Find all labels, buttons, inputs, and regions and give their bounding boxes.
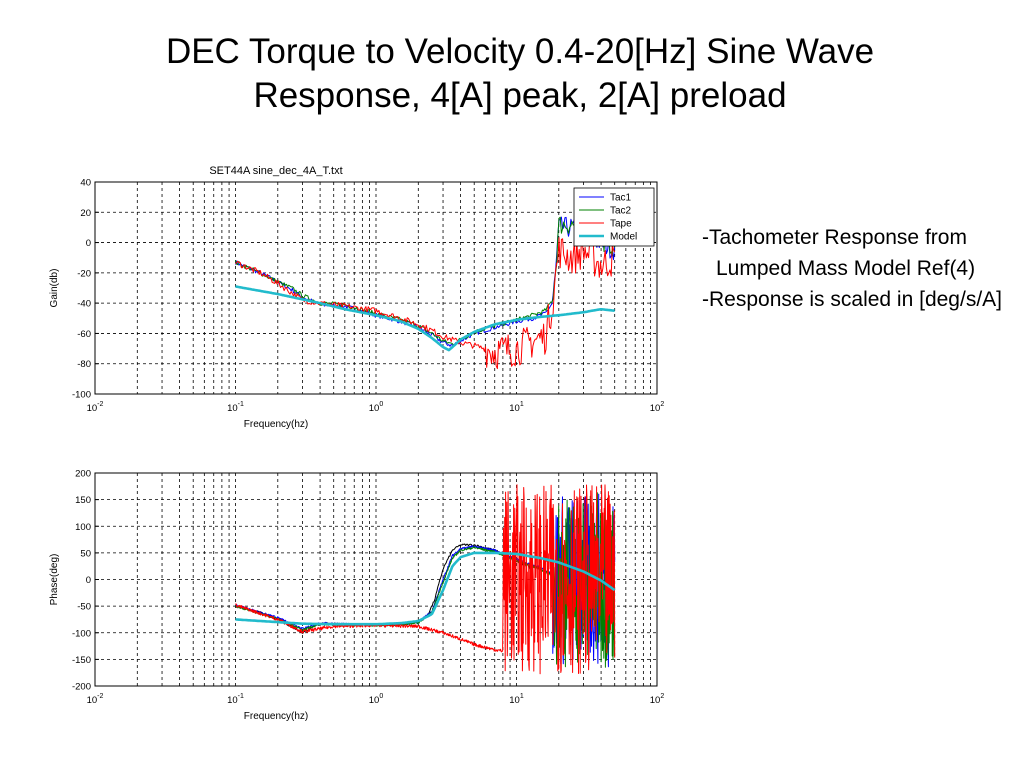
y-tick-label: -60 xyxy=(77,329,91,340)
y-tick-label: 150 xyxy=(75,495,91,506)
y-tick-label: 0 xyxy=(86,575,91,586)
y-tick-label: -100 xyxy=(72,390,91,401)
y-tick-label: -20 xyxy=(77,268,91,279)
x-tick-label: 101 xyxy=(509,693,524,706)
x-tick-label: 100 xyxy=(369,401,384,414)
series-line-tape xyxy=(235,236,616,370)
note-1: -Tachometer Response from Lumped Mass Mo… xyxy=(702,226,976,280)
y-axis-label: Phase(deg) xyxy=(49,554,60,606)
chart-title: SET44A sine_dec_4A_T.txt xyxy=(209,165,342,177)
series-group xyxy=(235,216,616,370)
series-line-model xyxy=(235,285,615,352)
series-line-model xyxy=(235,551,616,626)
series-line-tape xyxy=(235,484,616,675)
legend: Tac1 Tac2 Tape Model xyxy=(573,187,655,247)
x-tick-label: 102 xyxy=(650,401,665,414)
series-group xyxy=(235,484,616,675)
y-tick-label: -40 xyxy=(77,299,91,310)
notes-panel: -Tachometer Response from Lumped Mass Mo… xyxy=(702,222,1012,315)
y-tick-label: -50 xyxy=(77,602,91,613)
y-axis-label: Gain(db) xyxy=(49,269,60,308)
slide-title-line-2: Response, 4[A] peak, 2[A] preload xyxy=(253,76,787,115)
x-tick-label: 100 xyxy=(369,693,384,706)
y-tick-label: 20 xyxy=(80,208,91,219)
y-tick-label: 0 xyxy=(86,238,91,249)
x-tick-label: 102 xyxy=(650,693,665,706)
legend-label: Tac2 xyxy=(610,206,632,217)
note-2: -Response is scaled in [deg/s/A] xyxy=(702,288,1002,311)
legend-label: Tape xyxy=(610,219,632,230)
grid-lines xyxy=(95,182,657,394)
y-tick-label: 200 xyxy=(75,469,91,480)
legend-label: Tac1 xyxy=(610,193,632,204)
x-tick-label: 10-2 xyxy=(87,401,104,414)
x-tick-label: 10-1 xyxy=(227,693,244,706)
y-tick-label: -200 xyxy=(72,682,91,693)
y-tick-label: -150 xyxy=(72,655,91,666)
slide-title: DEC Torque to Velocity 0.4-20[Hz] Sine W… xyxy=(60,30,980,118)
y-tick-label: -80 xyxy=(77,359,91,370)
x-axis-label: Frequency(hz) xyxy=(244,419,308,430)
y-tick-label: 40 xyxy=(80,178,91,189)
slide-title-line-1: DEC Torque to Velocity 0.4-20[Hz] Sine W… xyxy=(165,32,875,71)
y-tick-label: -100 xyxy=(72,628,91,639)
x-tick-label: 10-2 xyxy=(87,693,104,706)
y-tick-label: 100 xyxy=(75,522,91,533)
x-axis-label: Frequency(hz) xyxy=(244,711,308,722)
legend-label: Model xyxy=(610,232,637,243)
y-tick-label: 50 xyxy=(80,548,91,559)
x-tick-label: 101 xyxy=(509,401,524,414)
x-tick-label: 10-1 xyxy=(227,401,244,414)
